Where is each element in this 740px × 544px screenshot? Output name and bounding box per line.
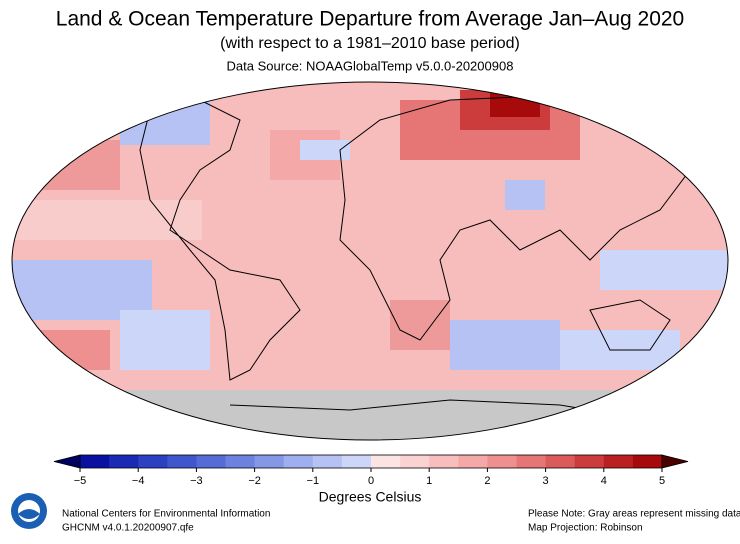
colorbar-tick-label: −5	[74, 475, 87, 487]
colorbar-tick-label: −1	[307, 475, 320, 487]
colorbar-bin	[225, 455, 256, 468]
colorbar-bin	[545, 455, 576, 468]
colorbar-bin	[196, 455, 226, 468]
colorbar-tick-label: −4	[132, 475, 145, 487]
colorbar-bin	[603, 455, 634, 468]
map-border	[11, 81, 729, 441]
colorbar-tick-label: 4	[601, 475, 607, 487]
title: Land & Ocean Temperature Departure from …	[56, 8, 684, 31]
colorbar-bin	[487, 455, 517, 468]
colorbar-bin	[371, 455, 401, 468]
colorbar: −5 −4 −3 −2 −1 0 1 2 3 4 5	[53, 454, 689, 487]
colorbar-tick-label: 1	[426, 475, 432, 487]
colorbar-tick-label: 2	[484, 475, 490, 487]
colorbar-under	[53, 454, 81, 469]
colorbar-bin	[312, 455, 343, 468]
footer-note: Please Note: Gray areas represent missin…	[528, 509, 740, 520]
colorbar-bin	[109, 455, 139, 468]
colorbar-tick-label: −2	[248, 475, 261, 487]
colorbar-bin	[254, 455, 285, 468]
colorbar-bin	[632, 455, 663, 468]
colorbar-tick-label: 5	[659, 475, 665, 487]
colorbar-tick-label: 3	[543, 475, 549, 487]
colorbar-bin	[400, 455, 430, 468]
colorbar-bin	[283, 455, 314, 468]
noaa-logo	[11, 493, 47, 529]
colorbar-bin	[458, 455, 488, 468]
footer-org: National Centers for Environmental Infor…	[62, 509, 270, 520]
colorbar-bin	[167, 455, 197, 468]
subtitle: (with respect to a 1981–2010 base period…	[220, 35, 520, 52]
colorbar-bin	[341, 455, 372, 468]
colorbar-tick-label: −3	[190, 475, 203, 487]
colorbar-bin	[574, 455, 605, 468]
missing-data	[12, 390, 728, 440]
colorbar-label: Degrees Celsius	[319, 489, 422, 505]
colorbar-bin	[429, 455, 459, 468]
colorbar-over	[661, 454, 689, 469]
data-source: Data Source: NOAAGlobalTemp v5.0.0-20200…	[227, 58, 514, 73]
footer-version: GHCNM v4.0.1.20200907.qfe	[62, 523, 194, 534]
colorbar-bin	[80, 455, 110, 468]
colorbar-bin	[138, 455, 168, 468]
colorbar-bin	[516, 455, 547, 468]
map	[12, 82, 728, 440]
footer-projection: Map Projection: Robinson	[528, 523, 643, 534]
colorbar-tick-label: 0	[368, 475, 374, 487]
anomaly-patches	[12, 90, 728, 370]
